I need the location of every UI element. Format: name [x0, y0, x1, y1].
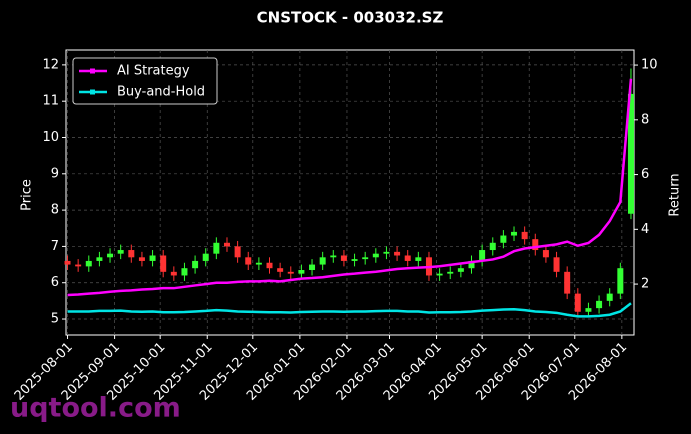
candle-body	[415, 257, 422, 261]
candle-body	[330, 255, 337, 258]
chart-title: CNSTOCK - 003032.SZ	[257, 9, 444, 27]
y-tick-label: 7	[51, 239, 59, 254]
candle-body	[489, 242, 496, 251]
candle-body	[234, 246, 241, 258]
y2-tick-label: 10	[641, 58, 658, 73]
candle-body	[511, 231, 518, 236]
y-tick-label: 11	[42, 94, 59, 109]
candle-body	[617, 268, 624, 294]
y-tick-label: 5	[51, 312, 59, 327]
candle-body	[468, 260, 475, 269]
candle-body	[574, 293, 581, 312]
candle-body	[245, 257, 252, 265]
candle-body	[277, 268, 284, 272]
candle-body	[564, 271, 571, 294]
y-tick-label: 10	[42, 130, 59, 145]
legend: AI Strategy Buy-and-Hold	[72, 57, 218, 105]
candle-body	[500, 235, 507, 243]
candle-body	[404, 255, 411, 261]
candle-body	[85, 260, 92, 267]
y2-tick-label: 4	[641, 222, 649, 237]
candle-body	[64, 260, 71, 265]
candle-body	[436, 273, 443, 276]
y-axis-label: Price	[20, 179, 35, 211]
candle-body	[192, 260, 199, 269]
candle-body	[383, 251, 390, 254]
legend-label: Buy-and-Hold	[117, 85, 205, 100]
candle-body	[266, 262, 273, 269]
watermark: uqtool.com	[10, 393, 181, 424]
candle-body	[596, 300, 603, 309]
plot-frame	[65, 49, 635, 336]
y2-tick-label: 6	[641, 167, 649, 182]
candle-body	[457, 268, 464, 272]
candle-body	[128, 250, 135, 258]
candle-body	[181, 268, 188, 276]
candle-body	[75, 264, 82, 267]
legend-label: AI Strategy	[117, 64, 190, 79]
y2-tick-label: 2	[641, 277, 649, 292]
candle-body	[553, 257, 560, 272]
y2-tick-label: 8	[641, 112, 649, 127]
candle-body	[532, 239, 539, 251]
y-tick-label: 8	[51, 203, 59, 218]
candle-body	[170, 271, 177, 276]
y-tick-label: 6	[51, 275, 59, 290]
marks	[64, 50, 634, 335]
candle-body	[447, 271, 454, 274]
candle-body	[138, 257, 145, 261]
candle-body	[627, 93, 634, 214]
candle-body	[107, 253, 114, 258]
candle-body	[287, 271, 294, 274]
candle-body	[585, 308, 592, 312]
y-tick-label: 12	[42, 57, 59, 72]
legend-box	[72, 57, 218, 105]
legend-marker	[90, 89, 95, 95]
candle-body	[479, 250, 486, 261]
candle-body	[606, 293, 613, 301]
candle-body	[202, 253, 209, 261]
candle-body	[542, 250, 549, 258]
y2-axis-label: Return	[668, 173, 683, 216]
candle-body	[255, 262, 262, 265]
candle-body	[394, 251, 401, 256]
candle-body	[319, 257, 326, 265]
series-line	[67, 78, 633, 297]
legend-marker	[90, 68, 95, 74]
candle-body	[223, 242, 230, 247]
candle-body	[521, 231, 528, 240]
candle-body	[372, 253, 379, 258]
candle-body	[298, 270, 305, 274]
candle-body	[351, 259, 358, 261]
candle-body	[96, 257, 103, 261]
candle-body	[362, 257, 369, 260]
candle-body	[309, 264, 316, 271]
candle-body	[340, 255, 347, 261]
candle-body	[213, 242, 220, 254]
series-line	[67, 302, 632, 318]
y-tick-label: 9	[51, 166, 59, 181]
candle-body	[117, 250, 124, 254]
candle-body	[149, 255, 156, 261]
candle-body	[160, 255, 167, 272]
